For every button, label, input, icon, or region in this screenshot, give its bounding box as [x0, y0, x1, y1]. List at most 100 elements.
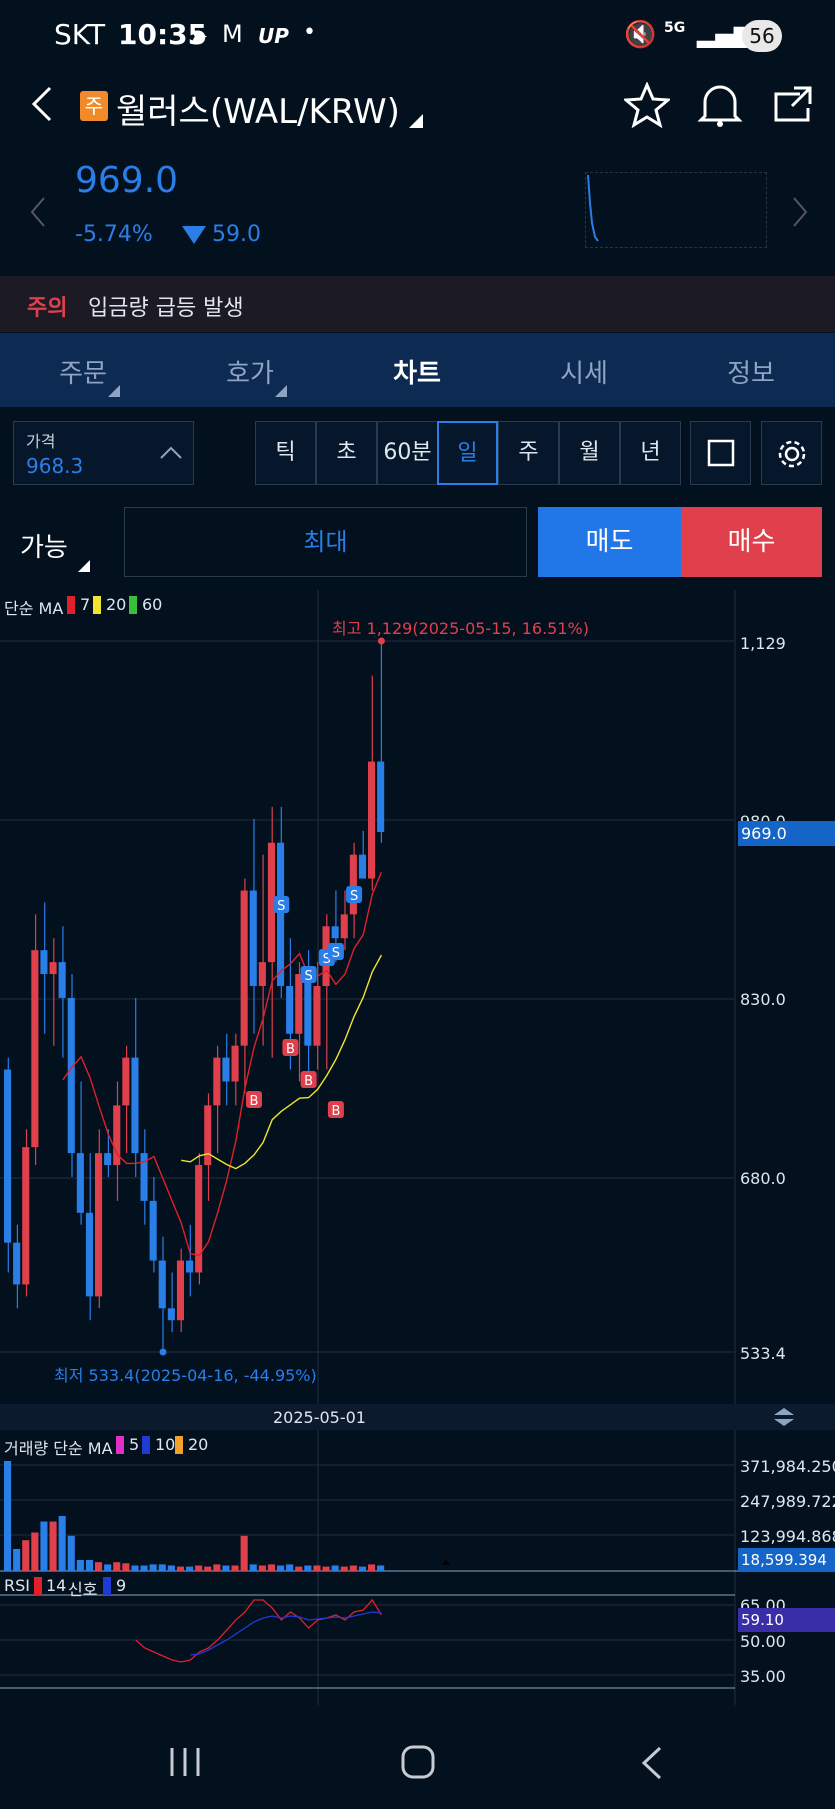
- ma20-line: [181, 954, 383, 1170]
- max-button[interactable]: 최대: [124, 507, 527, 577]
- volume-bar: [31, 1532, 39, 1571]
- vol-ma20-swatch: [175, 1436, 183, 1454]
- volume-bar: [22, 1540, 30, 1571]
- volume-bar: [13, 1549, 21, 1571]
- buy-button[interactable]: 매수: [681, 507, 822, 577]
- volume-bar: [149, 1564, 157, 1571]
- chart-type-button[interactable]: [690, 421, 751, 485]
- price-selector[interactable]: 가격 968.3: [13, 421, 194, 485]
- chart-settings-button[interactable]: [761, 421, 822, 485]
- ma20-swatch: [93, 596, 101, 614]
- volume-tick-3: 123,994.868: [740, 1527, 835, 1546]
- notice-bar[interactable]: 주의 입금량 급등 발생: [0, 276, 835, 332]
- low-marker: [159, 1348, 167, 1356]
- candle-body: [304, 974, 312, 1046]
- volume-bar: [313, 1565, 321, 1571]
- tab-orderbook[interactable]: 호가: [226, 359, 274, 389]
- candle-body: [58, 962, 66, 998]
- tab-chart[interactable]: 차트: [393, 359, 441, 389]
- volume-bar: [240, 1535, 248, 1571]
- period-second[interactable]: 초: [316, 421, 377, 485]
- sell-marker-text: S: [277, 899, 285, 914]
- buy-marker-text: B: [331, 1104, 340, 1119]
- period-year[interactable]: 년: [620, 421, 681, 485]
- recent-apps-button[interactable]: [168, 1746, 202, 1782]
- notice-tag: 주의: [27, 296, 68, 321]
- price-selector-label: 가격: [26, 432, 56, 451]
- next-coin-button[interactable]: [790, 196, 810, 232]
- dropdown-triangle-icon: [409, 114, 423, 128]
- order-mode-triangle-icon: [78, 560, 90, 572]
- home-button[interactable]: [400, 1744, 436, 1784]
- candle-body: [122, 1057, 130, 1106]
- candle-body: [331, 926, 339, 939]
- telegram-icon: ➤: [188, 22, 209, 50]
- volume-bar: [267, 1564, 275, 1571]
- candle-body: [140, 1153, 148, 1201]
- candle-body: [195, 1165, 203, 1273]
- rsi-legend-label: RSI: [4, 1576, 30, 1595]
- tab-market[interactable]: 시세: [560, 359, 608, 389]
- notice-text: 입금량 급등 발생: [88, 296, 244, 321]
- tab-info[interactable]: 정보: [727, 359, 775, 389]
- volume-bar: [340, 1566, 348, 1571]
- volume-bar: [167, 1565, 175, 1571]
- share-button[interactable]: [770, 80, 816, 130]
- pane-resize-handle[interactable]: [774, 1408, 794, 1426]
- sell-marker-text: S: [350, 889, 358, 904]
- order-mode[interactable]: 가능: [20, 533, 68, 563]
- sell-marker: [273, 896, 290, 913]
- down-triangle-icon: [182, 226, 206, 244]
- sell-marker-text: S: [323, 952, 331, 967]
- period-month[interactable]: 월: [559, 421, 620, 485]
- bell-icon: [697, 85, 743, 127]
- sparkline: [585, 172, 767, 248]
- sell-marker-text: S: [332, 946, 340, 961]
- period-day[interactable]: 일: [437, 421, 498, 485]
- sell-marker-text: S: [304, 969, 312, 984]
- volume-bar: [286, 1564, 294, 1571]
- share-icon: [774, 86, 812, 122]
- candle-body: [104, 1153, 112, 1166]
- back-button[interactable]: [28, 84, 58, 124]
- prev-coin-button[interactable]: [28, 196, 48, 232]
- period-week[interactable]: 주: [498, 421, 559, 485]
- candle-body: [149, 1200, 157, 1261]
- tab-order[interactable]: 주문: [59, 359, 107, 389]
- dot-icon: •: [303, 20, 316, 45]
- candle-body: [176, 1260, 184, 1321]
- recent-apps-icon: [170, 1748, 200, 1776]
- favorite-button[interactable]: [622, 81, 672, 132]
- volume-tick-2: 247,989.722: [740, 1492, 835, 1511]
- market-badge: 주: [80, 91, 108, 121]
- volume-bar: [258, 1565, 266, 1571]
- sell-marker: [346, 886, 363, 903]
- period-60min[interactable]: 60분: [377, 421, 438, 485]
- candle-body: [158, 1260, 166, 1309]
- volume-bar: [277, 1565, 285, 1571]
- buy-marker-text: B: [250, 1094, 259, 1109]
- coin-title[interactable]: 월러스(WAL/KRW): [116, 92, 400, 132]
- period-tick[interactable]: 틱: [255, 421, 316, 485]
- candle-body: [277, 842, 285, 986]
- date-axis-bar: [0, 1404, 835, 1430]
- system-back-button[interactable]: [640, 1746, 664, 1784]
- ma7-swatch: [67, 596, 75, 614]
- volume-bar: [67, 1535, 75, 1571]
- candle-body: [368, 761, 376, 879]
- alert-button[interactable]: [697, 80, 743, 132]
- candle-body: [186, 1260, 194, 1273]
- candle-body: [4, 1069, 12, 1243]
- volume-bar: [213, 1564, 221, 1571]
- rsi-signal-swatch: [103, 1577, 111, 1595]
- sell-button[interactable]: 매도: [538, 507, 681, 577]
- price-tick-1129: 1,129: [740, 634, 786, 653]
- carrier: SKT: [54, 18, 106, 51]
- candle-body: [31, 950, 39, 1148]
- high-label: 최고 1,129(2025-05-15, 16.51%): [332, 619, 589, 638]
- price-selector-value: 968.3: [26, 454, 84, 478]
- candle-body: [22, 1147, 30, 1285]
- volume-bar: [222, 1565, 230, 1571]
- volume-bar: [85, 1560, 93, 1571]
